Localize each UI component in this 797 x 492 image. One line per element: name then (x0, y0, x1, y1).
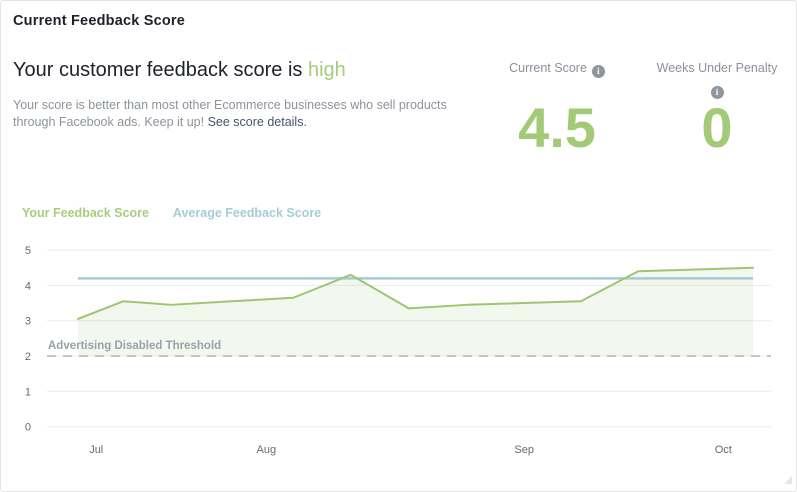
weeks-under-penalty-stat: Weeks Under Penalty i 0 (642, 59, 792, 157)
legend-your-feedback-score[interactable]: Your Feedback Score (22, 206, 149, 220)
x-axis-tick-label: Sep (514, 444, 534, 456)
weeks-under-penalty-value: 0 (701, 96, 733, 159)
corner-artifact (784, 476, 792, 484)
info-icon[interactable]: i (710, 86, 724, 99)
x-axis-tick-label: Aug (257, 444, 277, 456)
description: Your score is better than most other Eco… (13, 97, 451, 131)
headline: Your customer feedback score is high (13, 59, 346, 82)
current-score-label: Current Score (509, 61, 587, 75)
x-axis-tick-label: Jul (89, 444, 103, 456)
y-axis-tick-label: 1 (25, 386, 31, 398)
headline-text: Your customer feedback score is (13, 59, 308, 81)
description-text: Your score is better than most other Eco… (13, 98, 447, 129)
score-area-fill (78, 267, 753, 357)
info-icon[interactable]: i (591, 65, 605, 78)
y-axis-tick-label: 0 (25, 422, 31, 434)
threshold-label: Advertising Disabled Threshold (48, 340, 221, 352)
legend-average-feedback-score[interactable]: Average Feedback Score (172, 206, 322, 220)
current-score-value: 4.5 (518, 96, 596, 159)
see-score-details-link[interactable]: See score details. (207, 115, 307, 129)
headline-status: high (307, 59, 346, 81)
card-title: Current Feedback Score (13, 13, 186, 29)
your-score-line (77, 266, 754, 320)
chart-legend: Your Feedback Score Average Feedback Sco… (22, 206, 321, 220)
weeks-under-penalty-label: Weeks Under Penalty (656, 61, 778, 75)
x-axis-tick-label: Oct (715, 444, 732, 456)
y-axis-tick-label: 2 (25, 351, 31, 363)
y-axis-tick-label: 3 (25, 316, 31, 328)
y-axis-tick-label: 5 (25, 245, 31, 257)
y-axis-tick-label: 4 (25, 280, 31, 292)
current-score-stat: Current Score i 4.5 (482, 59, 632, 157)
